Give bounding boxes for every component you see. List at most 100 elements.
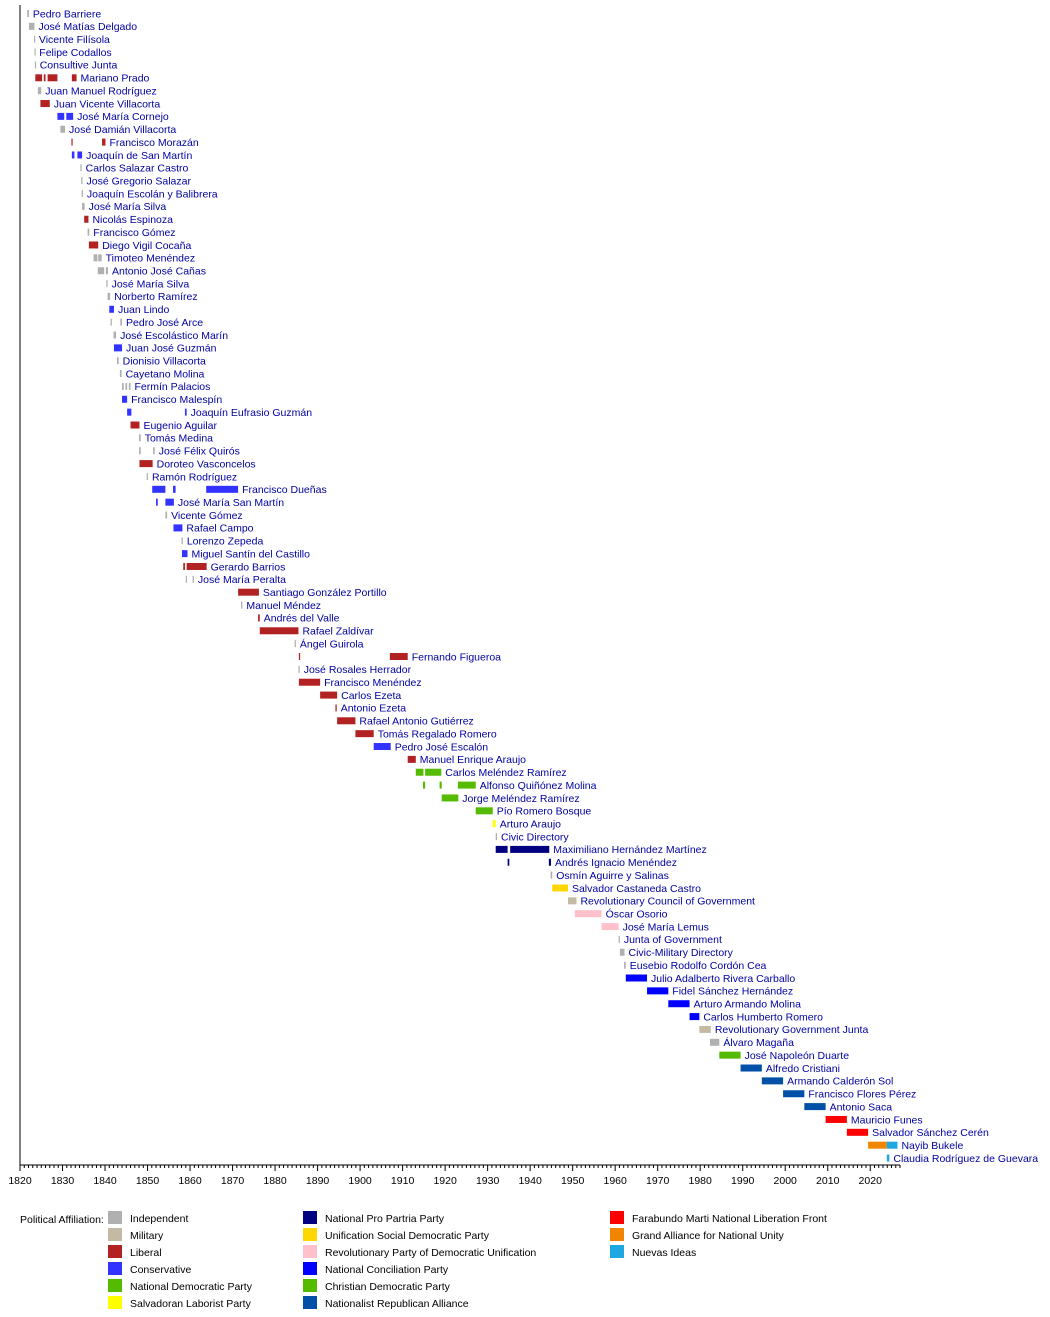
x-tick-label: 1860 [178, 1175, 202, 1187]
term-bar [77, 151, 83, 159]
president-name-label: Nicolás Espinoza [92, 214, 173, 226]
president-name-label: Diego Vigil Cocaña [102, 240, 191, 252]
president-name-label: Civic Directory [501, 831, 569, 843]
president-name-label: Tomás Medina [145, 433, 213, 445]
president-name-label: Civic-Military Directory [629, 947, 734, 959]
president-name-label: Cayetano Molina [126, 368, 205, 380]
x-tick-label: 1990 [731, 1175, 755, 1187]
term-bar [457, 781, 476, 789]
legend-entry-label: Grand Alliance for National Unity [632, 1230, 784, 1242]
president-name-label: José Napoleón Duarte [745, 1050, 850, 1062]
term-bar [34, 35, 36, 43]
term-bar [335, 704, 337, 712]
term-bar [88, 241, 99, 249]
legend-swatch [303, 1211, 317, 1224]
x-tick-label: 1890 [306, 1175, 330, 1187]
x-tick-label: 1940 [518, 1175, 542, 1187]
term-bar [337, 717, 356, 725]
x-axis: 1820 1830 1840 1850 1860 1870 1880 1890 1900 1910… [8, 5, 901, 1187]
x-tick-label: 1930 [476, 1175, 500, 1187]
president-name-label: José María Silva [89, 201, 167, 213]
x-tick-label: 1840 [93, 1175, 117, 1187]
term-bar [783, 1090, 805, 1098]
term-bar [439, 781, 442, 789]
legend-entry-label: Unification Social Democratic Party [325, 1230, 490, 1242]
term-bar [206, 485, 239, 493]
term-bar [886, 1141, 898, 1149]
term-bar [423, 781, 426, 789]
term-bar [28, 22, 35, 30]
president-name-label: José Damián Villacorta [69, 124, 176, 136]
president-name-label: Rafael Campo [186, 523, 253, 535]
president-name-label: Doroteo Vasconcelos [157, 458, 256, 470]
term-bar [113, 344, 123, 352]
president-name-label: Ángel Guirola [300, 637, 364, 650]
term-bar [139, 434, 141, 442]
term-bar [441, 794, 459, 802]
term-bar [181, 537, 183, 545]
term-bar [71, 74, 77, 82]
term-bar [886, 1154, 890, 1162]
president-name-label: Antonio Saca [830, 1101, 893, 1113]
president-name-label: Nayib Bukele [901, 1140, 963, 1152]
term-bar [181, 550, 188, 558]
x-tick-label: 1960 [603, 1175, 627, 1187]
term-bar [37, 87, 42, 95]
term-bar [82, 202, 85, 210]
x-tick-label: 1920 [433, 1175, 457, 1187]
president-name-label: Manuel Méndez [246, 600, 321, 612]
president-name-label: José María San Martín [178, 497, 284, 509]
x-tick-label: 1880 [263, 1175, 287, 1187]
legend-entry-label: Independent [130, 1213, 188, 1225]
term-bar [128, 382, 131, 390]
x-tick-label: 2000 [774, 1175, 798, 1187]
term-bar [389, 653, 408, 660]
president-name-label: Juan José Guzmán [126, 343, 217, 355]
president-name-label: Santiago González Portillo [263, 587, 387, 599]
term-bar [60, 125, 66, 133]
president-name-label: Francisco Malespín [131, 394, 222, 406]
term-bar [57, 112, 65, 120]
term-bar [415, 768, 424, 776]
legend-entry-label: Salvadoran Laborist Party [130, 1298, 252, 1310]
president-name-label: Joaquín de San Martín [86, 150, 192, 162]
term-bar [102, 138, 106, 146]
term-bar [185, 575, 187, 583]
term-bar [719, 1051, 741, 1059]
term-bar [81, 177, 83, 185]
term-bar [87, 228, 90, 236]
legend-swatch [303, 1262, 317, 1275]
term-bar [407, 755, 416, 763]
term-bar [35, 74, 43, 82]
term-bar [113, 331, 117, 339]
term-bar [298, 653, 301, 660]
term-bar [120, 318, 123, 326]
president-name-label: José Félix Quirós [159, 446, 240, 458]
term-bar [106, 280, 108, 288]
x-tick-label: 1830 [51, 1175, 75, 1187]
term-bar [495, 845, 508, 853]
term-bar [152, 485, 166, 493]
president-name-label: Consultive Junta [40, 60, 118, 72]
term-bar [71, 151, 75, 159]
legend-swatch [303, 1296, 317, 1309]
term-bar [699, 1025, 711, 1033]
legend-swatch [303, 1228, 317, 1241]
legend-entry-label: Farabundo Marti National Liberation Fron… [632, 1213, 827, 1225]
president-name-label: Felipe Codallos [39, 47, 111, 59]
term-bar [552, 884, 568, 892]
term-bar [294, 640, 296, 648]
president-name-label: Joaquín Eufrasio Guzmán [191, 407, 313, 419]
term-bar [689, 1013, 700, 1021]
term-bar [624, 961, 626, 969]
term-bar [425, 768, 442, 776]
term-bar [109, 305, 114, 313]
president-name-label: Dionisio Villacorta [123, 356, 206, 368]
president-name-label: Andrés del Valle [264, 613, 340, 625]
term-bar [93, 254, 98, 262]
term-bar [550, 871, 553, 879]
term-bar [40, 100, 50, 108]
legend-swatch [108, 1245, 122, 1258]
president-name-label: Lorenzo Zepeda [187, 536, 264, 548]
x-tick-label: 1900 [348, 1175, 372, 1187]
